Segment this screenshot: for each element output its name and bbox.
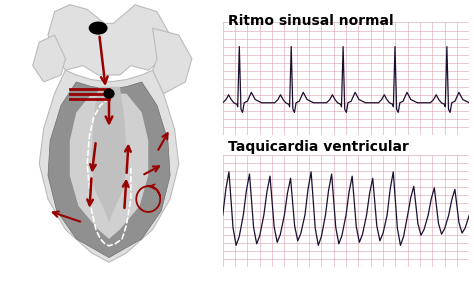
Polygon shape xyxy=(33,35,65,82)
Polygon shape xyxy=(153,28,192,94)
Text: Taquicardia ventricular: Taquicardia ventricular xyxy=(228,140,409,155)
Polygon shape xyxy=(48,82,170,258)
Ellipse shape xyxy=(90,22,107,34)
Polygon shape xyxy=(39,70,179,262)
Polygon shape xyxy=(48,5,170,75)
Polygon shape xyxy=(70,94,148,239)
Ellipse shape xyxy=(104,89,114,98)
Polygon shape xyxy=(91,87,127,223)
Text: Ritmo sinusal normal: Ritmo sinusal normal xyxy=(228,14,393,28)
